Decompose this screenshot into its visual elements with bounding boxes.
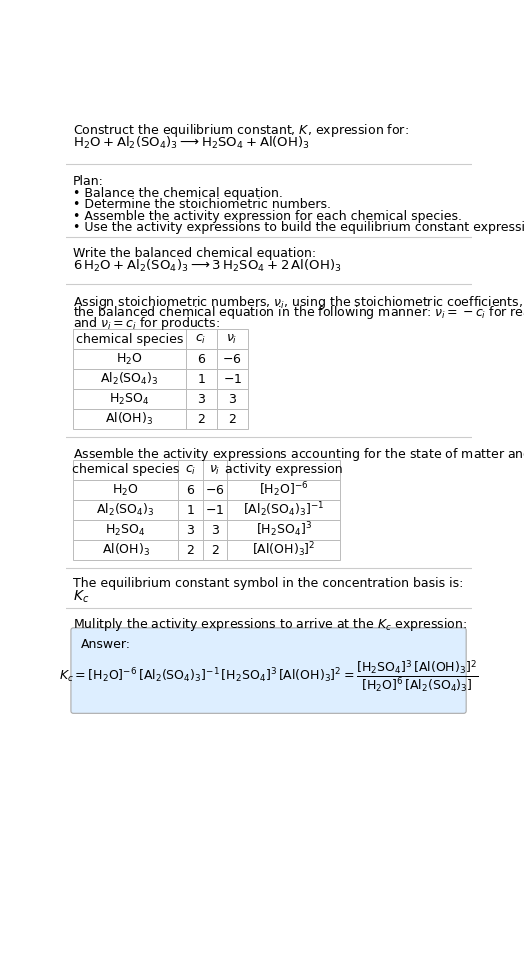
Bar xyxy=(178,500,203,520)
Text: $K_c$: $K_c$ xyxy=(73,589,90,605)
Text: $-6$: $-6$ xyxy=(205,483,225,497)
Text: $[\mathrm{Al(OH)_3}]^{2}$: $[\mathrm{Al(OH)_3}]^{2}$ xyxy=(252,540,315,560)
Text: $c_i$: $c_i$ xyxy=(195,333,207,345)
Bar xyxy=(203,520,227,540)
Bar xyxy=(178,540,203,560)
Bar xyxy=(216,329,248,349)
Bar xyxy=(216,349,248,370)
Text: The equilibrium constant symbol in the concentration basis is:: The equilibrium constant symbol in the c… xyxy=(73,577,464,590)
Bar xyxy=(73,409,185,429)
Text: $-1$: $-1$ xyxy=(205,504,225,516)
Text: chemical species: chemical species xyxy=(72,463,179,477)
Text: $\mathrm{Al(OH)_3}$: $\mathrm{Al(OH)_3}$ xyxy=(102,542,149,558)
FancyBboxPatch shape xyxy=(71,628,466,713)
Text: $K_c = [\mathrm{H_2O}]^{-6}\,[\mathrm{Al_2(SO_4)_3}]^{-1}\,[\mathrm{H_2SO_4}]^{3: $K_c = [\mathrm{H_2O}]^{-6}\,[\mathrm{Al… xyxy=(59,658,478,694)
Bar xyxy=(185,409,216,429)
Text: Mulitply the activity expressions to arrive at the $K_c$ expression:: Mulitply the activity expressions to arr… xyxy=(73,617,467,633)
Text: 3: 3 xyxy=(187,524,194,537)
Bar xyxy=(227,520,340,540)
Bar xyxy=(73,480,178,500)
Text: 3: 3 xyxy=(228,393,236,405)
Bar xyxy=(203,540,227,560)
Text: • Determine the stoichiometric numbers.: • Determine the stoichiometric numbers. xyxy=(73,198,331,211)
Text: $[\mathrm{H_2SO_4}]^{3}$: $[\mathrm{H_2SO_4}]^{3}$ xyxy=(256,521,312,539)
Text: and $\nu_i = c_i$ for products:: and $\nu_i = c_i$ for products: xyxy=(73,316,220,332)
Text: 2: 2 xyxy=(187,543,194,557)
Bar xyxy=(216,389,248,409)
Text: • Assemble the activity expression for each chemical species.: • Assemble the activity expression for e… xyxy=(73,209,462,223)
Text: $\mathrm{H_2O}$: $\mathrm{H_2O}$ xyxy=(112,482,139,498)
Text: Write the balanced chemical equation:: Write the balanced chemical equation: xyxy=(73,247,316,260)
Bar xyxy=(227,540,340,560)
Text: $\nu_i$: $\nu_i$ xyxy=(226,333,238,345)
Bar xyxy=(185,389,216,409)
Bar xyxy=(185,349,216,370)
Bar xyxy=(73,349,185,370)
Text: $\mathrm{6\,H_2O + Al_2(SO_4)_3 \longrightarrow 3\,H_2SO_4 + 2\,Al(OH)_3}$: $\mathrm{6\,H_2O + Al_2(SO_4)_3 \longrig… xyxy=(73,259,342,274)
Text: 1: 1 xyxy=(197,372,205,386)
Bar xyxy=(216,409,248,429)
Text: Plan:: Plan: xyxy=(73,175,104,188)
Text: 6: 6 xyxy=(187,483,194,497)
Text: $\mathrm{H_2SO_4}$: $\mathrm{H_2SO_4}$ xyxy=(110,392,149,406)
Bar xyxy=(227,500,340,520)
Text: 2: 2 xyxy=(211,543,219,557)
Bar xyxy=(178,480,203,500)
Text: Answer:: Answer: xyxy=(81,638,131,650)
Bar xyxy=(203,480,227,500)
Text: $\mathrm{Al_2(SO_4)_3}$: $\mathrm{Al_2(SO_4)_3}$ xyxy=(100,372,159,387)
Text: Construct the equilibrium constant, $K$, expression for:: Construct the equilibrium constant, $K$,… xyxy=(73,122,409,139)
Text: $\mathrm{H_2SO_4}$: $\mathrm{H_2SO_4}$ xyxy=(105,522,146,538)
Text: the balanced chemical equation in the following manner: $\nu_i = -c_i$ for react: the balanced chemical equation in the fo… xyxy=(73,304,524,321)
Bar xyxy=(73,329,185,349)
Text: $-1$: $-1$ xyxy=(223,372,242,386)
Text: 6: 6 xyxy=(197,352,205,366)
Text: $[\mathrm{Al_2(SO_4)_3}]^{-1}$: $[\mathrm{Al_2(SO_4)_3}]^{-1}$ xyxy=(243,501,324,519)
Text: • Use the activity expressions to build the equilibrium constant expression.: • Use the activity expressions to build … xyxy=(73,221,524,234)
Text: $\mathrm{Al(OH)_3}$: $\mathrm{Al(OH)_3}$ xyxy=(105,411,154,427)
Bar xyxy=(227,460,340,480)
Bar xyxy=(216,370,248,389)
Bar xyxy=(73,370,185,389)
Text: 3: 3 xyxy=(211,524,219,537)
Text: 3: 3 xyxy=(197,393,205,405)
Text: 2: 2 xyxy=(197,413,205,426)
Bar xyxy=(73,460,178,480)
Bar xyxy=(73,540,178,560)
Text: 1: 1 xyxy=(187,504,194,516)
Bar xyxy=(178,460,203,480)
Text: activity expression: activity expression xyxy=(225,463,343,477)
Text: $-6$: $-6$ xyxy=(222,352,242,366)
Text: • Balance the chemical equation.: • Balance the chemical equation. xyxy=(73,186,283,200)
Text: Assemble the activity expressions accounting for the state of matter and $\nu_i$: Assemble the activity expressions accoun… xyxy=(73,446,524,463)
Text: $\mathrm{H_2O}$: $\mathrm{H_2O}$ xyxy=(116,351,143,367)
Bar xyxy=(185,370,216,389)
Bar xyxy=(73,389,185,409)
Text: $[\mathrm{H_2O}]^{-6}$: $[\mathrm{H_2O}]^{-6}$ xyxy=(259,481,309,499)
Bar xyxy=(73,520,178,540)
Text: $\nu_i$: $\nu_i$ xyxy=(210,463,221,477)
Bar xyxy=(185,329,216,349)
Bar xyxy=(203,460,227,480)
Text: 2: 2 xyxy=(228,413,236,426)
Bar xyxy=(178,520,203,540)
Bar xyxy=(73,500,178,520)
Bar xyxy=(203,500,227,520)
Text: $\mathrm{Al_2(SO_4)_3}$: $\mathrm{Al_2(SO_4)_3}$ xyxy=(96,502,155,518)
Text: chemical species: chemical species xyxy=(76,333,183,345)
Text: $c_i$: $c_i$ xyxy=(184,463,196,477)
Bar xyxy=(227,480,340,500)
Text: $\mathrm{H_2O + Al_2(SO_4)_3 \longrightarrow H_2SO_4 + Al(OH)_3}$: $\mathrm{H_2O + Al_2(SO_4)_3 \longrighta… xyxy=(73,135,310,152)
Text: Assign stoichiometric numbers, $\nu_i$, using the stoichiometric coefficients, $: Assign stoichiometric numbers, $\nu_i$, … xyxy=(73,293,524,311)
